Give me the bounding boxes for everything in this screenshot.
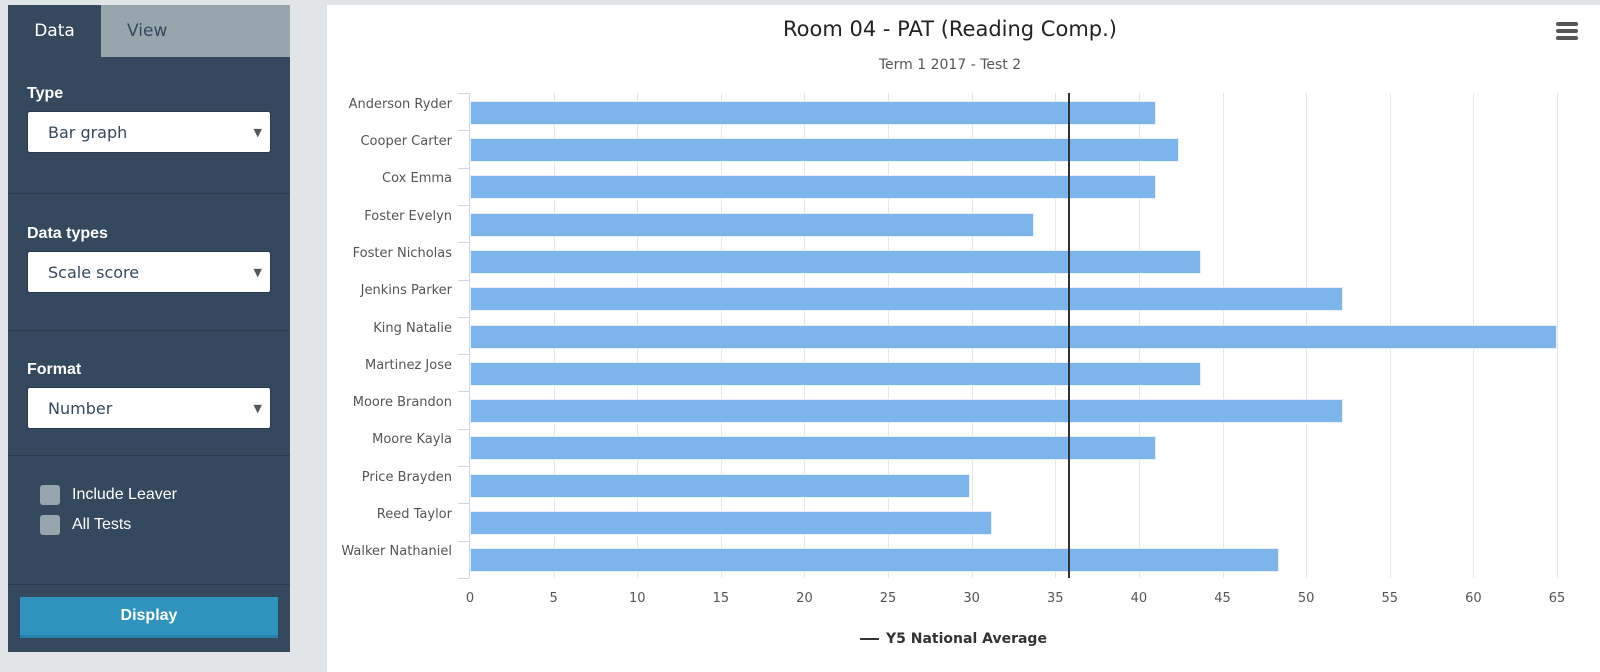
y-tick [458,316,469,318]
y-tick [458,130,469,132]
sidebar: Data View Type Bar graph ▼ Data types Sc… [8,5,290,652]
caret-down-icon: ▼ [253,401,262,415]
data-types-section: Data types Scale score ▼ [8,194,290,331]
x-tick-label: 55 [1381,591,1399,606]
chart-title: Room 04 - PAT (Reading Comp.) [783,17,1117,41]
x-tick-label: 65 [1548,591,1566,606]
display-button-wrap: Display [8,585,290,650]
x-tick-label: 5 [549,591,558,606]
legend-label: Y5 National Average [886,631,1047,647]
x-tick-label: 50 [1297,591,1315,606]
bar[interactable] [470,175,1156,200]
plot-area: 0 5 10 15 20 25 30 35 40 45 50 55 60 65 Anderson Ryder… [341,93,1565,606]
hamburger-menu-icon[interactable] [1556,22,1578,40]
category-label: Cooper Carter [360,133,452,149]
bar[interactable] [470,511,992,536]
x-tick-label: 35 [1047,591,1064,606]
y-tick [458,167,469,169]
include-leaver-option[interactable]: Include Leaver [27,485,271,505]
y-tick [458,540,469,542]
x-tick-label: 40 [1130,591,1148,606]
gridline [1557,93,1558,578]
y-tick [458,93,469,94]
category-label: Jenkins Parker [360,283,452,299]
bar[interactable] [470,212,1034,237]
tab-view[interactable]: View [101,5,290,57]
format-label: Format [27,361,82,378]
y-tick [458,578,469,579]
category-label: Price Brayden [361,469,452,485]
category-label: Foster Nicholas [352,245,452,261]
x-tick-label: 60 [1465,591,1482,606]
include-leaver-label: Include Leaver [72,486,177,503]
chart-panel: Room 04 - PAT (Reading Comp.) Term 1 201… [327,5,1600,672]
all-tests-label: All Tests [72,516,132,533]
category-label: Walker Nathaniel [341,544,452,560]
type-section: Type Bar graph ▼ [8,57,290,194]
y-tick [458,279,469,281]
type-select-value: Bar graph [48,122,128,142]
type-label: Type [27,85,64,102]
tab-data[interactable]: Data [8,5,101,57]
y-axis-line [469,93,470,578]
format-select[interactable]: Number ▼ [27,387,271,429]
all-tests-option[interactable]: All Tests [27,515,271,535]
data-types-select[interactable]: Scale score ▼ [27,251,271,293]
national-average-line [1067,93,1070,578]
bar[interactable] [470,100,1156,125]
category-label: King Natalie [373,320,452,336]
y-tick [458,391,469,393]
x-tick-label: 15 [712,591,730,606]
bar[interactable] [470,249,1201,274]
legend-item-national-average[interactable]: Y5 National Average [860,631,1047,647]
bar[interactable] [470,436,1156,461]
x-tick-label: 30 [963,591,980,606]
options-section: Include Leaver All Tests [8,456,290,585]
bar[interactable] [470,324,1557,349]
y-tick [458,428,469,430]
x-tick-label: 45 [1214,591,1231,606]
caret-down-icon: ▼ [253,265,262,279]
sidebar-tabs: Data View [8,5,290,57]
all-tests-checkbox[interactable] [40,515,60,535]
data-types-label: Data types [27,225,108,242]
bar[interactable] [470,287,1343,312]
y-tick [458,466,469,468]
y-tick [458,204,469,206]
y-tick [458,503,469,505]
category-label: Moore Kayla [372,432,452,448]
category-label: Martinez Jose [365,357,452,373]
category-label: Cox Emma [382,171,452,187]
bar[interactable] [470,473,971,498]
bar[interactable] [470,361,1201,386]
x-tick-label: 25 [879,591,897,606]
y-tick [458,354,469,356]
bar[interactable] [470,399,1343,424]
y-tick [458,242,469,244]
bar[interactable] [470,548,1280,573]
category-label: Moore Brandon [352,395,452,411]
category-label: Reed Taylor [376,507,452,523]
x-tick-label: 10 [628,591,646,606]
format-select-value: Number [48,398,113,418]
bar[interactable] [470,137,1180,162]
x-tick-label: 0 [465,591,475,606]
legend-line-icon [860,638,879,640]
chart-subtitle: Term 1 2017 - Test 2 [878,57,1022,73]
caret-down-icon: ▼ [253,125,262,139]
display-button[interactable]: Display [20,597,278,638]
include-leaver-checkbox[interactable] [40,485,60,505]
format-section: Format Number ▼ [8,331,290,456]
data-types-select-value: Scale score [48,262,140,282]
x-tick-label: 20 [796,591,813,606]
category-label: Foster Evelyn [364,208,452,224]
category-label: Anderson Ryder [348,96,452,112]
type-select[interactable]: Bar graph ▼ [27,111,271,153]
